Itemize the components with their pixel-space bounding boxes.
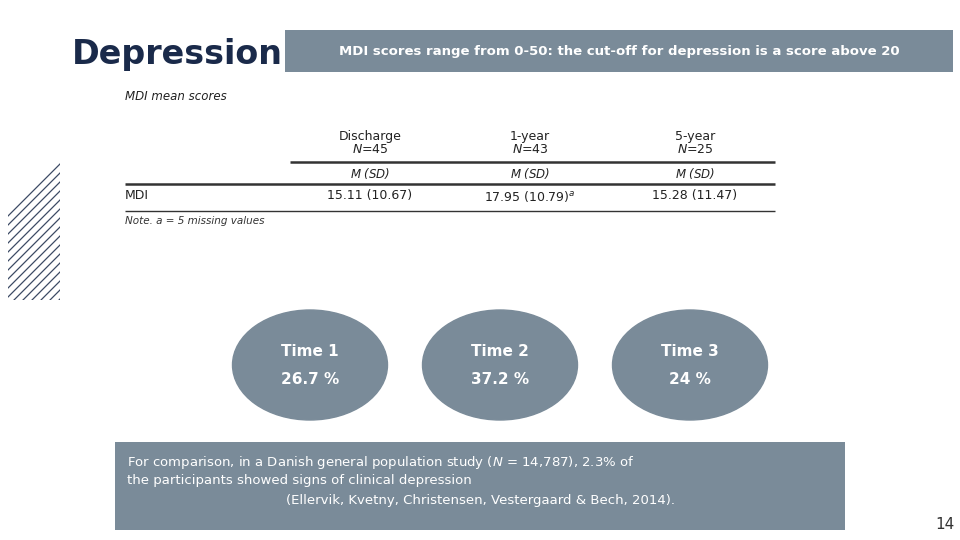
Ellipse shape (612, 310, 767, 420)
Text: Discharge: Discharge (339, 130, 401, 143)
Text: 17.95 (10.79)$^{a}$: 17.95 (10.79)$^{a}$ (485, 189, 576, 204)
Text: Time 3: Time 3 (661, 343, 719, 359)
Text: MDI mean scores: MDI mean scores (125, 90, 227, 103)
FancyBboxPatch shape (285, 30, 953, 72)
Text: Depression: Depression (72, 38, 283, 71)
Text: $M$ ($SD$): $M$ ($SD$) (675, 166, 715, 181)
Ellipse shape (232, 310, 388, 420)
Text: 1-year: 1-year (510, 130, 550, 143)
Text: 15.11 (10.67): 15.11 (10.67) (327, 189, 413, 202)
Text: $M$ ($SD$): $M$ ($SD$) (349, 166, 390, 181)
Text: $M$ ($SD$): $M$ ($SD$) (510, 166, 550, 181)
Text: Note. a = 5 missing values: Note. a = 5 missing values (125, 216, 265, 226)
Text: 26.7 %: 26.7 % (281, 372, 339, 387)
Text: 5-year: 5-year (675, 130, 715, 143)
Text: 37.2 %: 37.2 % (471, 372, 529, 387)
Text: (Ellervik, Kvetny, Christensen, Vestergaard & Bech, 2014).: (Ellervik, Kvetny, Christensen, Vesterga… (285, 494, 675, 507)
Text: MDI scores range from 0-50: the cut-off for depression is a score above 20: MDI scores range from 0-50: the cut-off … (339, 44, 900, 57)
Text: 15.28 (11.47): 15.28 (11.47) (653, 189, 737, 202)
Text: 14: 14 (936, 517, 955, 532)
Text: MDI: MDI (125, 189, 149, 202)
Text: $N$=25: $N$=25 (677, 143, 713, 156)
FancyBboxPatch shape (115, 442, 845, 530)
Text: 24 %: 24 % (669, 372, 711, 387)
Text: $N$=43: $N$=43 (512, 143, 548, 156)
Text: the participants showed signs of clinical depression: the participants showed signs of clinica… (127, 474, 471, 487)
Ellipse shape (422, 310, 578, 420)
Text: Time 2: Time 2 (471, 343, 529, 359)
Text: For comparison, in a Danish general population study ($N$ = 14,787), 2.3% of: For comparison, in a Danish general popu… (127, 454, 635, 471)
Text: Time 1: Time 1 (281, 343, 339, 359)
Text: $N$=45: $N$=45 (351, 143, 389, 156)
